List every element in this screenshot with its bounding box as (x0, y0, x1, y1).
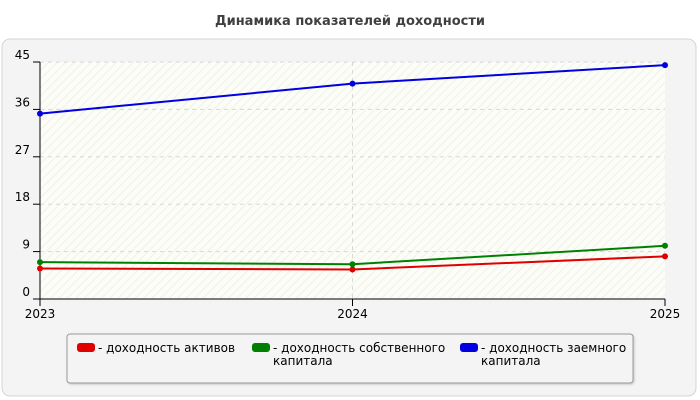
data-point (37, 265, 43, 272)
plot-background (40, 62, 665, 299)
legend-item-1: - доходность активов (77, 341, 235, 355)
y-tick-label: 0 (22, 285, 30, 299)
x-tick-label: 2025 (650, 307, 681, 321)
y-axis-ticks: 0 9 18 27 36 45 (15, 48, 40, 300)
x-tick-label: 2024 (337, 307, 368, 321)
y-tick-label: 18 (15, 190, 30, 204)
data-point (662, 62, 668, 69)
legend-swatch (460, 343, 478, 352)
x-tick-label: 2023 (25, 307, 56, 321)
data-point (349, 266, 356, 273)
legend-swatch (252, 343, 270, 352)
series-3 (37, 62, 668, 117)
data-point (349, 261, 356, 268)
grid-lines (40, 61, 665, 299)
legend: - доходность активов - доходность собстве… (66, 333, 634, 384)
data-point (349, 80, 356, 87)
chart-title: Динамика показателей доходности (215, 14, 485, 29)
legend-label: капитала (273, 354, 333, 368)
legend-label: капитала (481, 354, 541, 368)
legend-box (66, 333, 634, 384)
series-layer (37, 62, 668, 273)
legend-label: - доходность заемного (481, 341, 626, 355)
data-point (662, 253, 668, 260)
plot-area (40, 62, 665, 299)
y-tick-label: 27 (15, 143, 30, 157)
x-axis-ticks: 2023 2024 2025 (25, 299, 681, 321)
data-point (37, 110, 43, 117)
legend-swatch (77, 343, 95, 352)
series-1 (37, 253, 668, 273)
y-tick-label: 9 (22, 238, 30, 252)
data-point (37, 259, 43, 266)
data-point (662, 242, 668, 249)
legend-label: - доходность активов (98, 341, 235, 355)
series-2 (37, 242, 668, 268)
y-tick-label: 36 (15, 95, 30, 109)
legend-label: - доходность собственного (273, 341, 445, 355)
y-tick-label: 45 (15, 48, 30, 62)
